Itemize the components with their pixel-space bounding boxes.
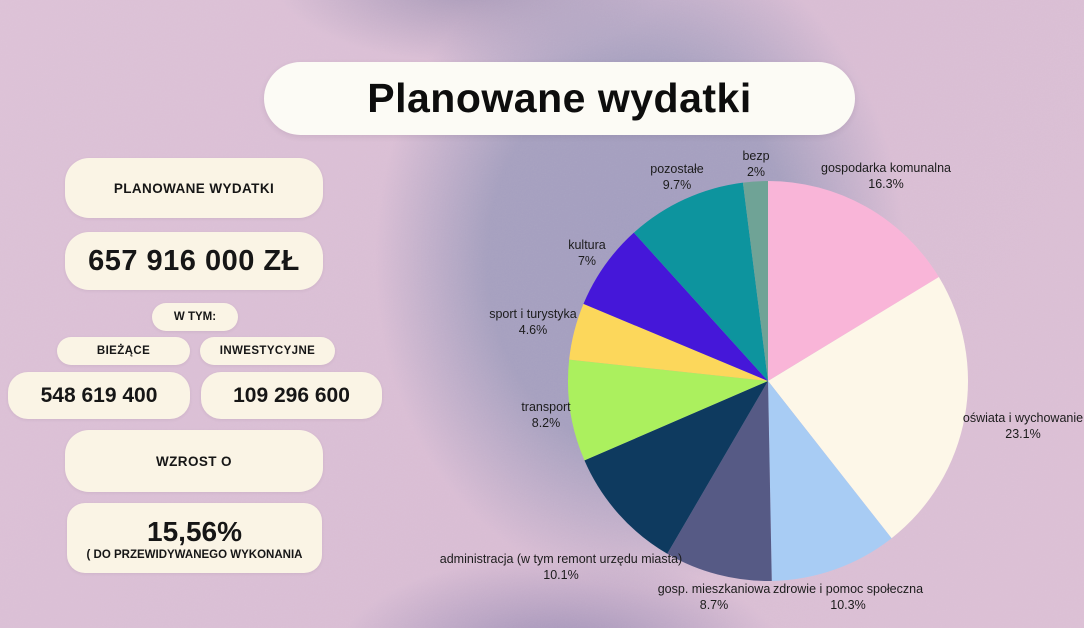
current-expenses-label-box: BIEŻĄCE — [57, 337, 190, 365]
in-that-box: W TYM: — [152, 303, 238, 331]
total-amount-box: 657 916 000 ZŁ — [65, 232, 323, 290]
pie-slice-sport-i-turystyka — [569, 303, 768, 381]
pie-slice-administracja — [584, 381, 768, 554]
pie-slice-zdrowie-i-pomoc-spoleczna — [768, 381, 892, 581]
current-expenses-label: BIEŻĄCE — [96, 345, 151, 357]
pie-slice-pozostale — [633, 182, 768, 381]
pie-slice-transport — [568, 359, 768, 461]
investment-expenses-value: 109 296 600 — [233, 383, 350, 407]
growth-value: 15,56% — [147, 516, 242, 548]
title-pill: Planowane wydatki — [264, 62, 855, 135]
growth-label-box: WZROST O — [65, 430, 323, 492]
investment-expenses-value-box: 109 296 600 — [201, 372, 382, 419]
growth-note: ( DO PRZEWIDYWANEGO WYKONANIA — [86, 548, 303, 561]
pie-slice-oswiata-i-wychowanie — [768, 277, 969, 539]
pie-slice-gosp-mieszkaniowa — [667, 381, 772, 581]
investment-expenses-label-box: INWESTYCYJNE — [200, 337, 335, 365]
current-expenses-value: 548 619 400 — [40, 383, 158, 407]
pie-slice-bezp — [742, 181, 768, 381]
growth-value-box: 15,56% ( DO PRZEWIDYWANEGO WYKONANIA — [67, 503, 322, 573]
total-amount: 657 916 000 ZŁ — [88, 244, 300, 277]
planned-expenses-heading-box: PLANOWANE WYDATKI — [65, 158, 323, 218]
pie-chart — [568, 181, 969, 581]
page-title: Planowane wydatki — [367, 75, 752, 121]
current-expenses-value-box: 548 619 400 — [8, 372, 190, 419]
planned-expenses-heading: PLANOWANE WYDATKI — [113, 180, 275, 196]
in-that-label: W TYM: — [173, 311, 217, 323]
investment-expenses-label: INWESTYCYJNE — [219, 345, 316, 357]
pie-slice-kultura — [583, 232, 768, 381]
growth-label: WZROST O — [156, 453, 232, 469]
pie-slice-gospodarka-komunalna — [768, 181, 939, 381]
